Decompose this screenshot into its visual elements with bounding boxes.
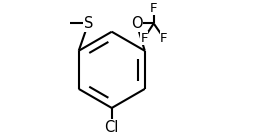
Text: S: S [84,16,93,31]
Text: F: F [160,32,168,45]
Text: F: F [150,2,157,15]
Text: F: F [140,32,148,45]
Text: O: O [131,16,142,31]
Text: Cl: Cl [105,119,119,135]
